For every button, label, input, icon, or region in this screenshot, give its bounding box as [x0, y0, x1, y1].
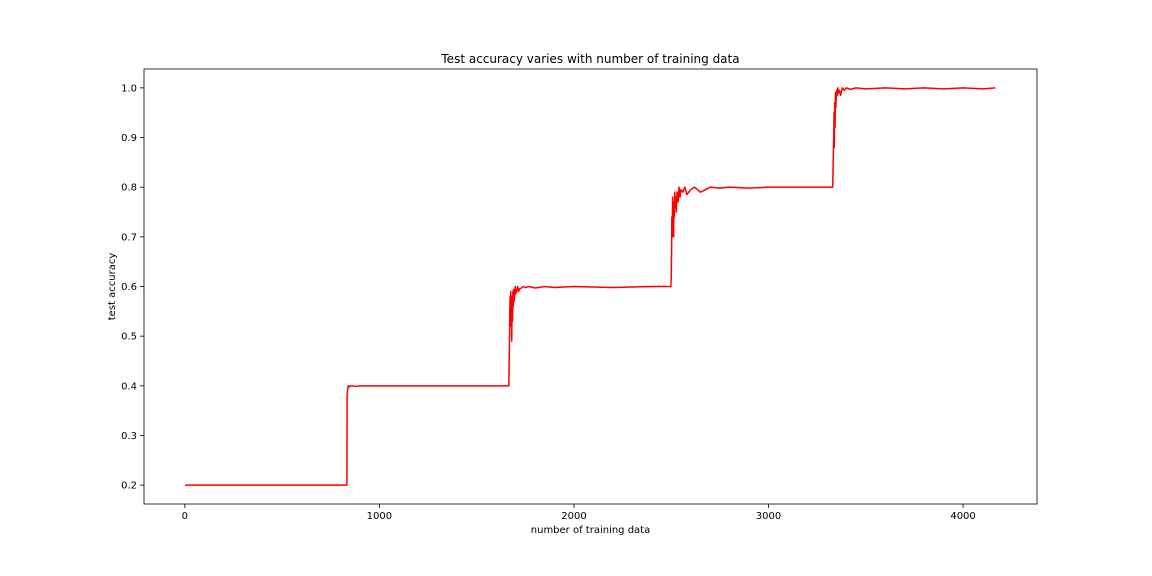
y-tick-label: 1.0: [121, 83, 137, 94]
y-tick-label: 0.3: [121, 431, 137, 442]
y-tick-label: 0.9: [121, 133, 137, 144]
y-tick-label: 0.4: [121, 381, 137, 392]
x-tick-label: 1000: [367, 511, 392, 522]
chart-title: Test accuracy varies with number of trai…: [440, 52, 739, 66]
y-axis-label: test accuracy: [107, 253, 118, 321]
y-tick-label: 0.7: [121, 232, 137, 243]
x-tick-label: 3000: [756, 511, 781, 522]
series-line-test-accuracy: [184, 87, 996, 486]
series-layer: [184, 87, 996, 486]
y-tick-label: 0.2: [121, 481, 137, 492]
y-tick-label: 0.5: [121, 332, 137, 343]
y-tick-label: 0.6: [121, 282, 137, 293]
x-tick-label: 2000: [561, 511, 586, 522]
y-axis-ticks: 0.2 0.3 0.4 0.5 0.6 0.7 0.8 0.9 1.0: [121, 83, 144, 492]
x-tick-label: 0: [182, 511, 188, 522]
y-tick-label: 0.8: [121, 183, 137, 194]
x-axis-label: number of training data: [531, 525, 650, 536]
plot-frame: [143, 68, 1038, 505]
x-axis-ticks: 0 1000 2000 3000 4000: [182, 504, 976, 522]
x-tick-label: 4000: [950, 511, 975, 522]
